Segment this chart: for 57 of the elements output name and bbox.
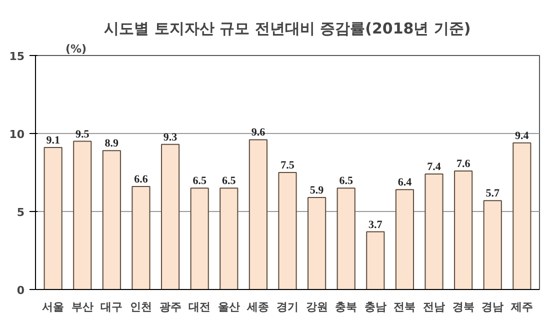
x-tick-label: 전북	[394, 300, 416, 314]
bar	[512, 142, 532, 290]
y-axis-title: (%)	[66, 42, 87, 56]
data-label: 6.5	[192, 175, 207, 188]
bar	[44, 147, 62, 290]
bar	[190, 188, 209, 290]
x-tick-label: 제주	[510, 300, 533, 314]
data-label: 9.5	[76, 128, 90, 140]
bar	[424, 174, 444, 290]
bar	[336, 188, 356, 290]
bar	[102, 150, 121, 290]
bar	[132, 186, 150, 290]
bar	[308, 196, 326, 290]
y-tick-label: 5	[16, 206, 24, 219]
x-tick-label: 서울	[42, 300, 64, 314]
bar	[161, 144, 180, 290]
x-tick-label: 대구	[100, 300, 123, 314]
data-label: 5.7	[486, 188, 500, 200]
bar	[483, 200, 502, 290]
data-label: 6.6	[134, 174, 148, 186]
x-tick-label: 충북	[335, 300, 358, 314]
x-tick-label: 인천	[130, 300, 152, 314]
x-tick-label: 전남	[423, 300, 446, 314]
bar	[220, 188, 238, 290]
x-tick-label: 경남	[482, 300, 504, 314]
x-tick-label: 충남	[364, 300, 386, 314]
data-label: 9.6	[251, 126, 266, 139]
data-label: 5.9	[310, 184, 324, 196]
x-tick-label: 강원	[306, 300, 328, 314]
x-tick-label: 울산	[218, 300, 240, 314]
x-tick-label: 세종	[246, 300, 270, 314]
data-label: 7.6	[456, 158, 471, 170]
data-label: 9.3	[163, 131, 178, 144]
x-tick-label: 부산	[71, 300, 94, 314]
data-label: 3.7	[368, 218, 383, 231]
data-label: 7.5	[280, 160, 295, 172]
bar	[395, 189, 414, 290]
bar	[248, 139, 268, 290]
data-label: 6.5	[222, 175, 236, 188]
bar	[73, 140, 92, 290]
y-tick-label: 15	[9, 50, 25, 63]
data-label: 9.1	[46, 134, 60, 147]
x-tick-label: 경북	[452, 300, 474, 314]
y-tick-label: 0	[16, 284, 25, 297]
x-tick-label: 경기	[276, 300, 298, 314]
bar	[454, 170, 473, 290]
bar	[366, 231, 385, 290]
x-tick-label: 대전	[188, 300, 211, 314]
chart-title: 시도별 토지자산 규모 전년대비 증감률(2018년 기준)	[104, 20, 471, 38]
data-label: 6.4	[398, 176, 412, 189]
y-tick-label: 10	[9, 128, 25, 141]
data-label: 9.4	[515, 130, 530, 142]
data-label: 7.4	[427, 161, 442, 174]
x-tick-label: 광주	[159, 300, 182, 314]
bar	[278, 172, 297, 290]
data-label: 8.9	[104, 138, 120, 150]
data-label: 6.5	[339, 175, 354, 188]
